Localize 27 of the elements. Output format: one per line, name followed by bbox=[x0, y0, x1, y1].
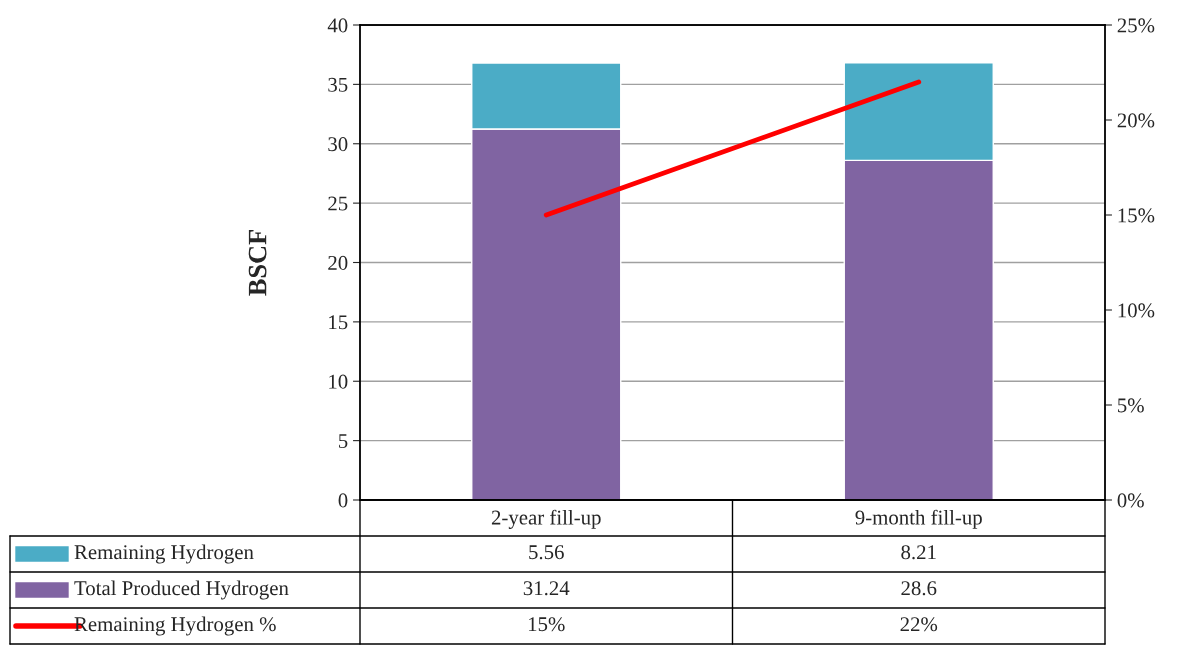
y2-tick-label: 15% bbox=[1118, 208, 1155, 223]
y-tick-label: 5 bbox=[338, 434, 348, 449]
y-tick-label: 15 bbox=[329, 315, 348, 330]
y-tick-label: 10 bbox=[329, 374, 348, 389]
data-label: 15% bbox=[528, 617, 565, 632]
legend-label: Remaining Hydrogen % bbox=[74, 616, 276, 636]
legend-label: Remaining Hydrogen bbox=[74, 544, 254, 564]
x-tick-label: 2-year fill-up bbox=[491, 509, 601, 529]
legend-label: Total Produced Hydrogen bbox=[74, 580, 289, 600]
data-label: 22% bbox=[900, 617, 938, 632]
y-tick-label: 35 bbox=[328, 77, 348, 92]
y-axis-title: BSCF bbox=[248, 230, 267, 296]
data-label: 8.21 bbox=[901, 545, 936, 560]
data-label: 28.6 bbox=[901, 581, 937, 596]
y2-tick-label: 25% bbox=[1117, 18, 1155, 33]
data-label: 5.56 bbox=[529, 545, 564, 560]
y2-tick-label: 0% bbox=[1117, 493, 1144, 508]
y-tick-label: 25 bbox=[328, 196, 348, 211]
y2-tick-label: 10% bbox=[1118, 303, 1155, 318]
y2-tick-label: 5% bbox=[1118, 398, 1144, 413]
y-tick-label: 40 bbox=[327, 18, 348, 33]
y-tick-label: 20 bbox=[328, 255, 348, 270]
x-tick-label: 9-month fill-up bbox=[855, 509, 982, 529]
y-tick-label: 0 bbox=[338, 493, 348, 508]
y2-tick-label: 20% bbox=[1117, 113, 1155, 128]
data-label: 31.24 bbox=[523, 581, 570, 596]
y-tick-label: 30 bbox=[328, 137, 348, 152]
